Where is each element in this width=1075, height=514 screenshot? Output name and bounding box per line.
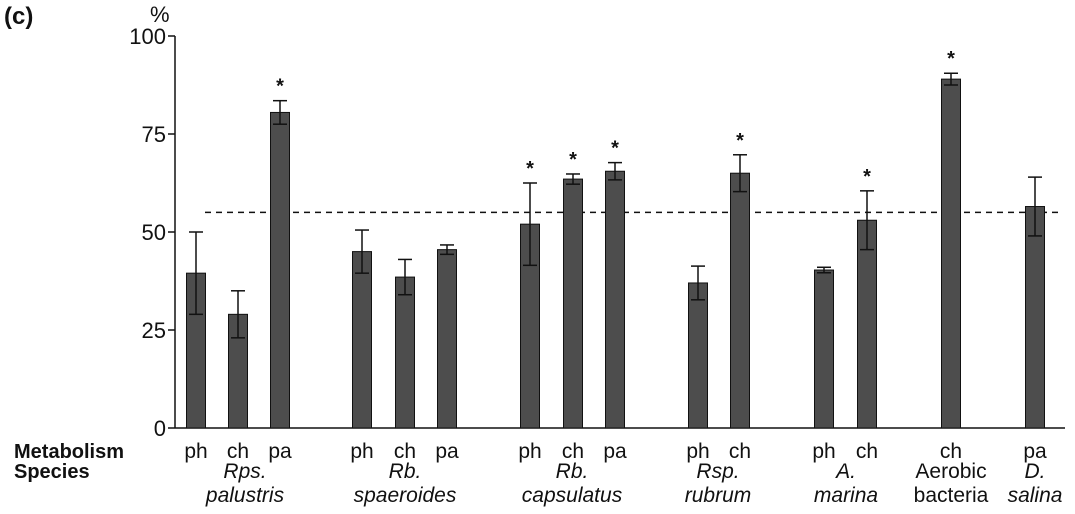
metabolism-label: ph xyxy=(518,440,541,463)
y-tick-label: 75 xyxy=(142,122,166,147)
row-label-species: Species xyxy=(14,461,90,483)
bar xyxy=(1025,206,1045,429)
species-label-line1: Rb. xyxy=(389,460,422,483)
species-label-line2: marina xyxy=(814,484,878,507)
metabolism-label: ch xyxy=(856,440,878,463)
species-label-line2: bacteria xyxy=(914,484,989,507)
species-label-line2: palustris xyxy=(205,484,285,507)
significance-star: * xyxy=(611,138,619,160)
species-label-line2: rubrum xyxy=(685,484,752,507)
species-label-line2: spaeroides xyxy=(354,484,457,507)
metabolism-label: ph xyxy=(350,440,373,463)
metabolism-label: ch xyxy=(562,440,584,463)
bar xyxy=(688,282,708,429)
significance-star: * xyxy=(569,149,577,171)
bar xyxy=(857,219,877,429)
y-tick-label: 50 xyxy=(142,220,166,245)
metabolism-label: ph xyxy=(686,440,709,463)
species-label-line1: A. xyxy=(834,460,856,483)
bar xyxy=(352,251,372,429)
bar xyxy=(563,178,583,429)
bar xyxy=(730,172,750,429)
metabolism-label: pa xyxy=(603,440,627,463)
metabolism-label: pa xyxy=(435,440,459,463)
species-label-line2: capsulatus xyxy=(522,484,623,507)
bar xyxy=(941,78,961,429)
species-label-line1: D. xyxy=(1025,460,1046,483)
bars: * * * * * * * xyxy=(186,48,1045,429)
significance-star: * xyxy=(276,76,284,98)
bar xyxy=(814,269,834,429)
metabolism-label: ch xyxy=(227,440,249,463)
species-label-line1: Rb. xyxy=(556,460,589,483)
significance-star: * xyxy=(863,166,871,188)
significance-star: * xyxy=(947,48,955,70)
axes: 0 25 50 75 100 xyxy=(129,24,1065,441)
species-label-line1: Aerobic xyxy=(915,460,986,483)
metabolism-label: ch xyxy=(394,440,416,463)
y-tick-label: 25 xyxy=(142,318,166,343)
metabolism-label: pa xyxy=(1023,440,1047,463)
bar xyxy=(395,276,415,429)
bar xyxy=(605,170,625,429)
significance-star: * xyxy=(526,158,534,180)
metabolism-label: pa xyxy=(268,440,292,463)
metabolism-label: ph xyxy=(184,440,207,463)
row-label-metabolism: Metabolism xyxy=(14,441,124,463)
y-tick-label: 100 xyxy=(129,24,166,49)
metabolism-label: ph xyxy=(812,440,835,463)
y-tick-label: 0 xyxy=(154,416,166,441)
metabolism-label: ch xyxy=(940,440,962,463)
metabolism-label: ch xyxy=(729,440,751,463)
y-axis-unit-label: % xyxy=(150,2,170,27)
bar xyxy=(437,249,457,429)
species-label-line2: salina xyxy=(1008,484,1063,507)
species-label-line1: Rps. xyxy=(223,460,266,483)
significance-star: * xyxy=(736,130,744,152)
bar xyxy=(270,111,290,429)
species-label-line1: Rsp. xyxy=(696,460,739,483)
panel-label: (c) xyxy=(4,3,33,30)
